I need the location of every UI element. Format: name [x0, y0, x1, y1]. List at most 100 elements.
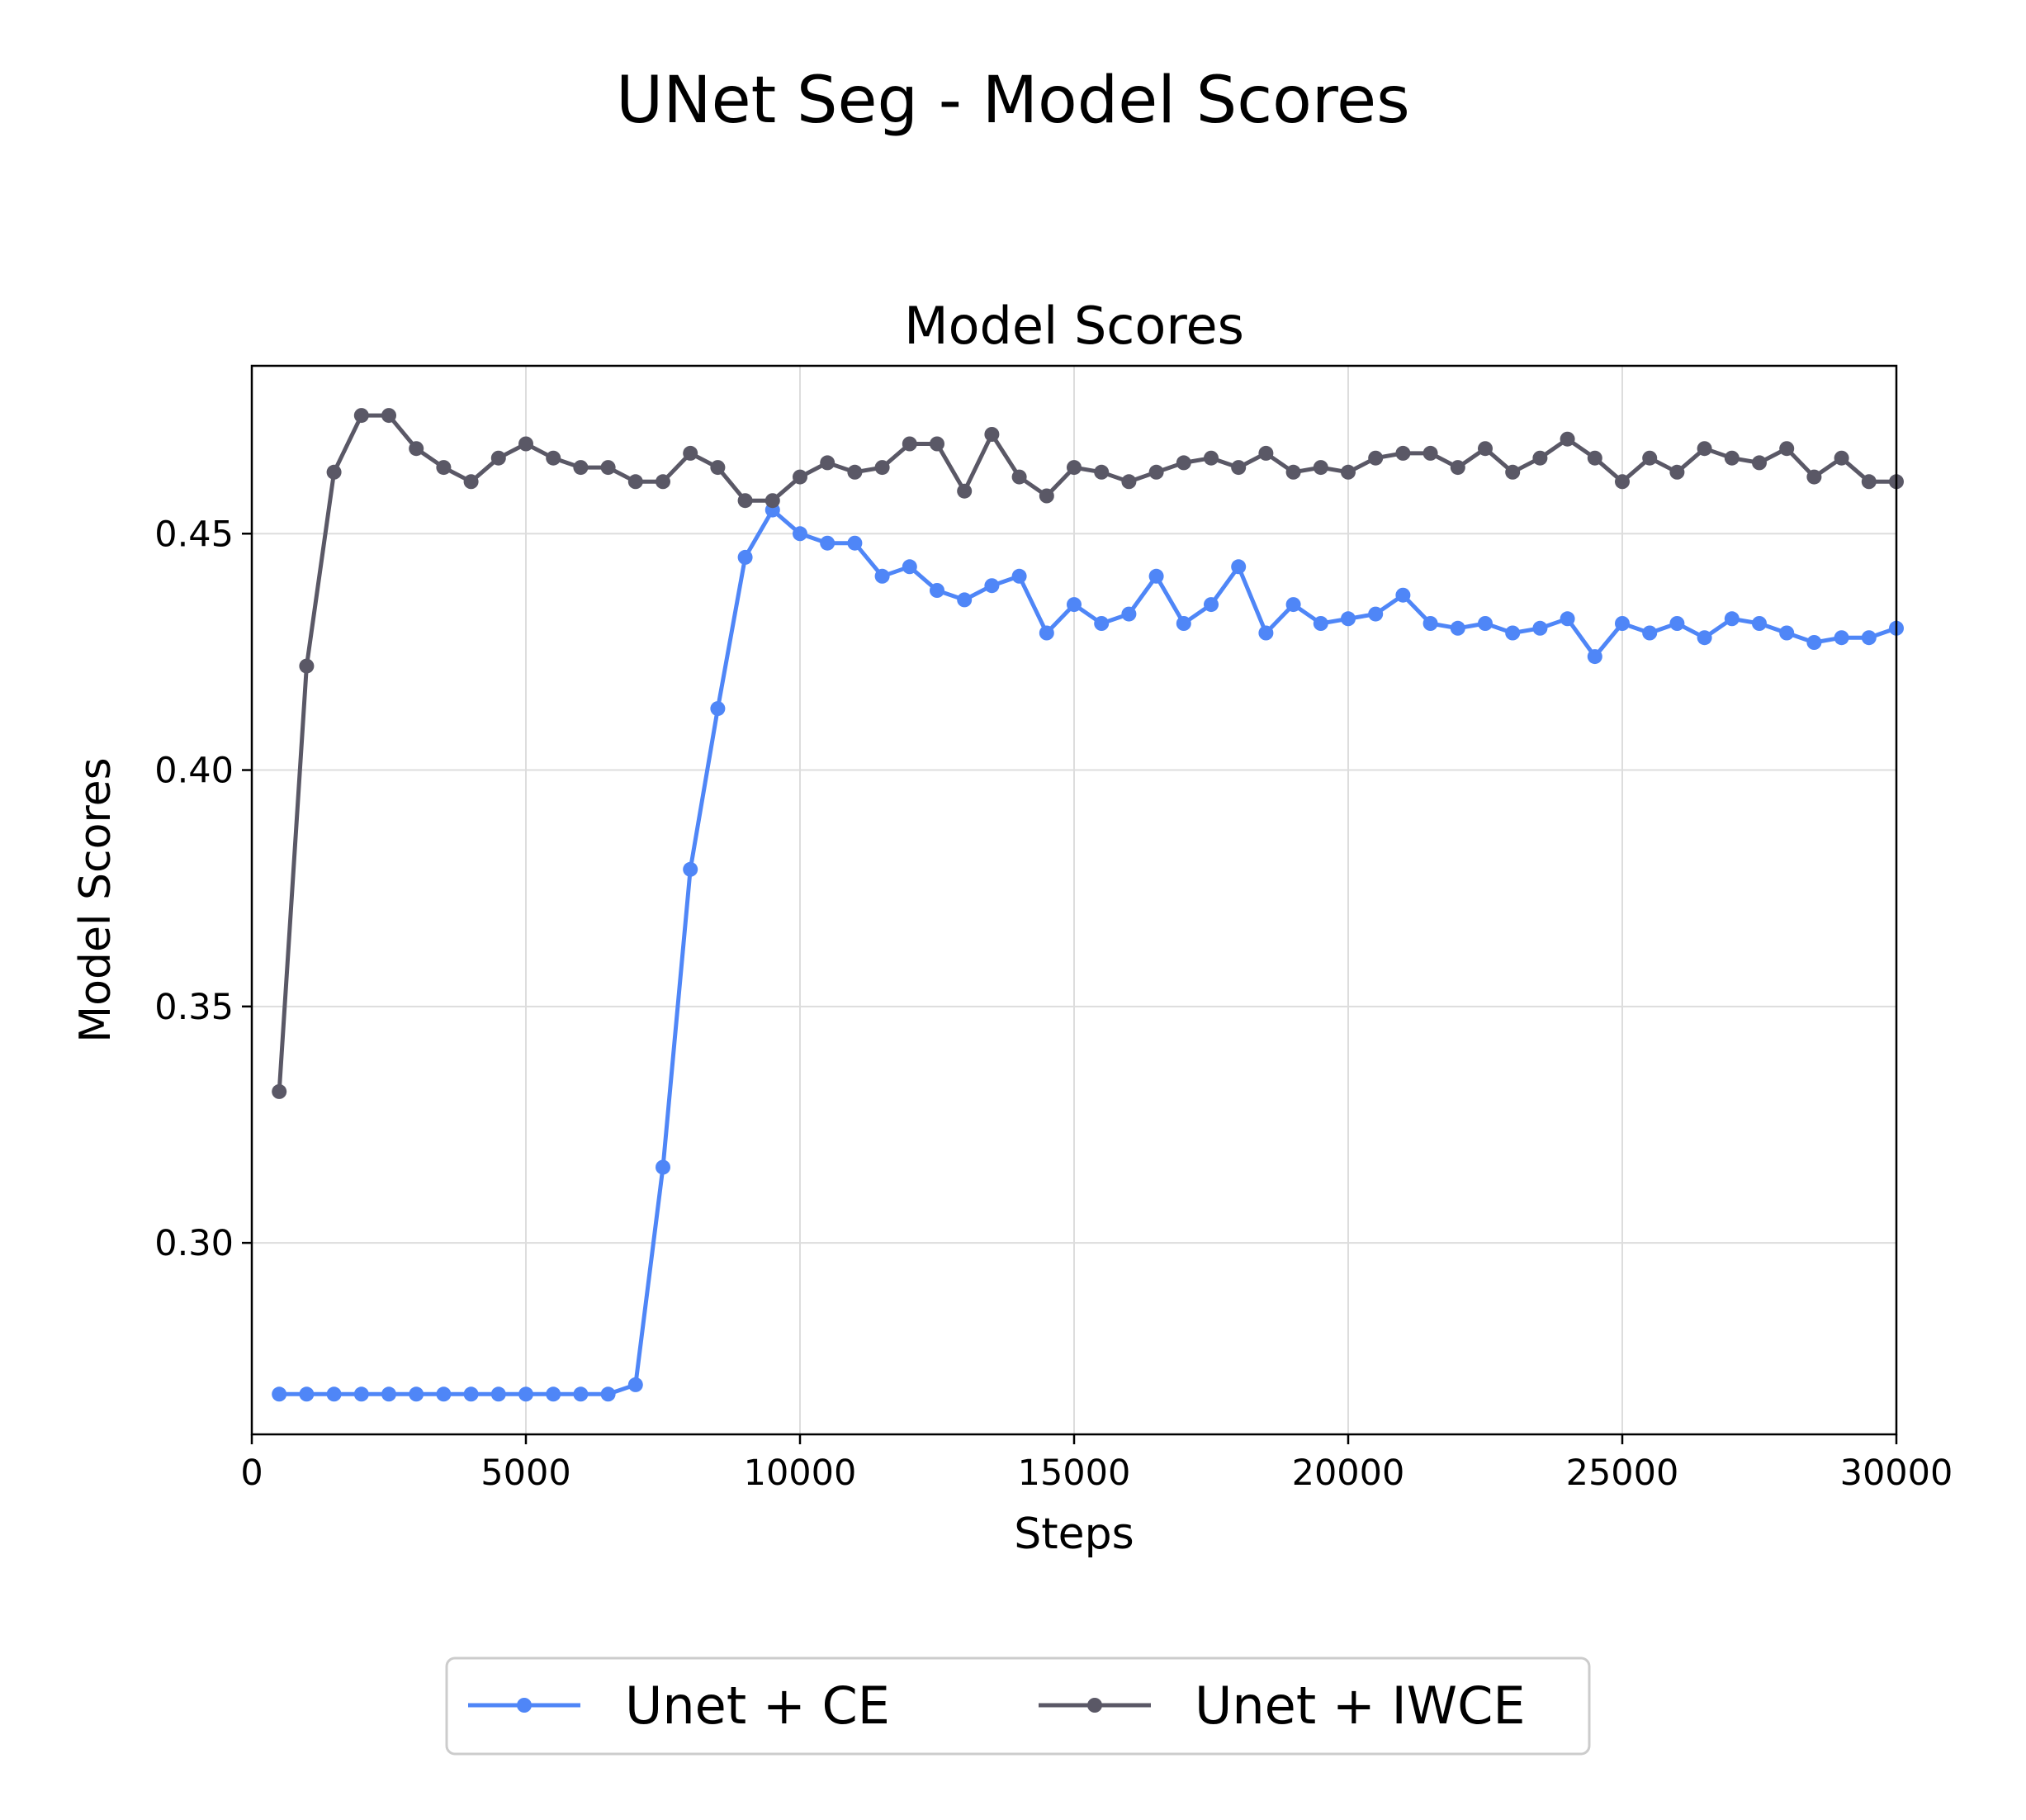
legend-label-unet-ce: Unet + CE	[625, 1675, 890, 1736]
data-point	[1834, 450, 1849, 466]
data-point	[957, 592, 973, 608]
figure-suptitle: UNet Seg - Model Scores	[616, 64, 1410, 138]
legend-marker-unet-ce	[517, 1698, 532, 1713]
data-point	[902, 559, 917, 575]
data-point	[1779, 441, 1795, 457]
data-point	[1724, 450, 1740, 466]
data-point	[518, 1386, 533, 1402]
x-tick-label: 5000	[480, 1453, 570, 1494]
data-point	[381, 408, 396, 424]
data-point	[1779, 625, 1795, 641]
x-tick-label: 10000	[744, 1453, 857, 1494]
data-point	[272, 1386, 287, 1402]
data-point	[1505, 625, 1521, 641]
data-point	[1669, 616, 1685, 631]
data-point	[710, 460, 726, 476]
data-point	[793, 469, 807, 485]
data-point	[1697, 441, 1712, 457]
data-point	[656, 474, 670, 490]
data-point	[1450, 460, 1465, 476]
chart-title: Model Scores	[904, 296, 1244, 356]
data-point	[1094, 616, 1110, 631]
data-point	[820, 455, 835, 471]
data-point	[1395, 587, 1411, 603]
data-point	[902, 436, 917, 452]
data-point	[1615, 474, 1630, 490]
data-point	[436, 460, 452, 476]
data-point	[683, 861, 698, 877]
data-point	[299, 1386, 315, 1402]
y-tick-label: 0.35	[154, 987, 234, 1028]
data-point	[1861, 474, 1877, 490]
data-point	[1039, 625, 1054, 641]
x-tick-label: 25000	[1566, 1453, 1679, 1494]
data-point	[874, 460, 890, 476]
data-point	[764, 493, 780, 509]
data-point	[1587, 450, 1602, 466]
data-point	[436, 1386, 452, 1402]
data-point	[1642, 625, 1658, 641]
data-point	[518, 436, 533, 452]
x-tick-label: 15000	[1018, 1453, 1131, 1494]
data-point	[546, 450, 561, 466]
data-point	[409, 1386, 424, 1402]
data-point	[710, 701, 726, 717]
data-point	[490, 1386, 506, 1402]
data-point	[463, 1386, 479, 1402]
y-tick-label: 0.40	[154, 751, 234, 792]
data-point	[353, 408, 369, 424]
x-axis-label: Steps	[1014, 1510, 1134, 1559]
data-point	[573, 460, 589, 476]
data-point	[1176, 455, 1191, 471]
data-point	[1285, 464, 1301, 480]
data-point	[1039, 488, 1054, 504]
data-point	[1478, 616, 1493, 631]
data-point	[381, 1386, 396, 1402]
data-point	[1204, 597, 1219, 613]
y-tick-label: 0.45	[154, 514, 234, 555]
series-line-unet-iwce	[277, 413, 1899, 1094]
data-point	[930, 583, 944, 598]
data-point	[627, 1377, 643, 1392]
data-point	[930, 436, 944, 452]
data-point	[1231, 559, 1247, 575]
data-point	[546, 1386, 561, 1402]
data-point	[737, 493, 753, 509]
data-point	[737, 549, 753, 565]
data-point	[656, 1159, 670, 1175]
data-point	[1587, 649, 1602, 665]
data-point	[984, 578, 1000, 594]
x-tick-label: 20000	[1292, 1453, 1405, 1494]
data-point	[1560, 611, 1575, 627]
data-point	[1834, 630, 1849, 646]
data-point	[1450, 620, 1465, 636]
data-point	[1752, 616, 1767, 631]
data-point	[683, 445, 698, 461]
data-point	[573, 1386, 589, 1402]
data-point	[326, 464, 342, 480]
data-point	[984, 427, 1000, 442]
data-point	[1121, 606, 1137, 622]
legend-label-unet-iwce: Unet + IWCE	[1195, 1675, 1526, 1736]
data-point	[1341, 464, 1356, 480]
data-point	[1560, 431, 1575, 447]
data-point	[820, 535, 835, 551]
data-point	[1067, 460, 1082, 476]
data-point	[1422, 616, 1438, 631]
data-point	[1285, 597, 1301, 613]
data-point	[1258, 445, 1274, 461]
legend-box	[445, 1656, 1591, 1756]
data-point	[1752, 455, 1767, 471]
data-point	[1724, 611, 1740, 627]
data-point	[463, 474, 479, 490]
data-point	[847, 464, 863, 480]
data-point	[409, 441, 424, 457]
legend-marker-unet-iwce	[1087, 1698, 1102, 1713]
data-point	[1121, 474, 1137, 490]
data-point	[326, 1386, 342, 1402]
series-line-unet-ce	[277, 508, 1899, 1396]
data-point	[1204, 450, 1219, 466]
data-point	[957, 483, 973, 499]
legend: Unet + CE Unet + IWCE	[445, 1656, 1591, 1756]
